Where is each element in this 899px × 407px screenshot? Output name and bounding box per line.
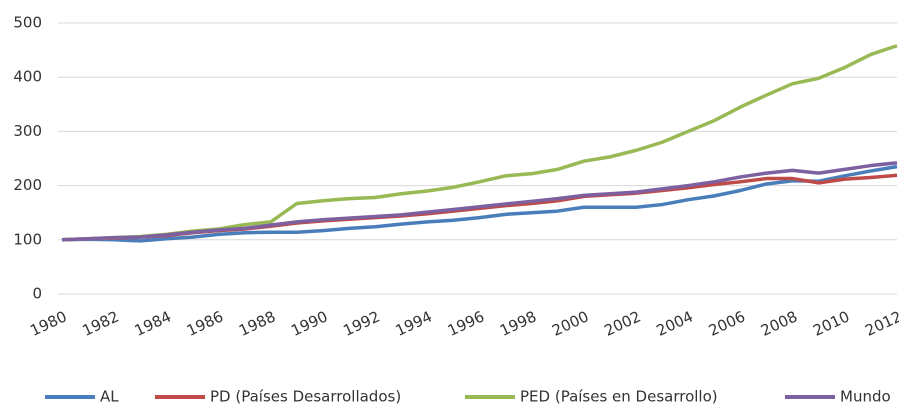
x-tick-label: 2006 [706, 307, 748, 339]
x-tick-label: 1996 [445, 307, 487, 339]
x-tick-label: 1982 [80, 307, 122, 339]
line-series [61, 161, 898, 242]
x-tick-label: 1992 [341, 307, 383, 339]
y-tick-label: 300 [13, 122, 42, 140]
line-series [61, 164, 898, 243]
x-tick-label: 1980 [27, 307, 69, 339]
x-tick-label: 1998 [497, 307, 539, 339]
y-tick-label: 0 [32, 285, 42, 303]
legend-label: PED (Países en Desarrollo) [520, 388, 718, 406]
legend-label: AL [100, 388, 119, 406]
x-tick-label: 2004 [654, 307, 696, 339]
x-tick-label: 2000 [549, 307, 591, 339]
x-tick-label: 2012 [862, 307, 899, 339]
x-tick-label: 1984 [132, 307, 174, 339]
x-tick-label: 2008 [758, 307, 800, 339]
line-series [61, 44, 898, 242]
y-tick-label: 500 [13, 14, 42, 32]
x-tick-label: 1990 [288, 307, 330, 339]
y-tick-label: 200 [13, 176, 42, 194]
x-tick-label: 1994 [393, 307, 435, 339]
y-tick-label: 400 [13, 68, 42, 86]
x-tick-label: 2002 [601, 307, 643, 339]
x-tick-label: 1988 [236, 307, 278, 339]
y-tick-label: 100 [13, 230, 42, 248]
legend-label: Mundo [840, 388, 891, 406]
x-tick-label: 1986 [184, 307, 226, 339]
legend-label: PD (Países Desarrollados) [210, 388, 401, 406]
x-tick-label: 2010 [810, 307, 852, 339]
